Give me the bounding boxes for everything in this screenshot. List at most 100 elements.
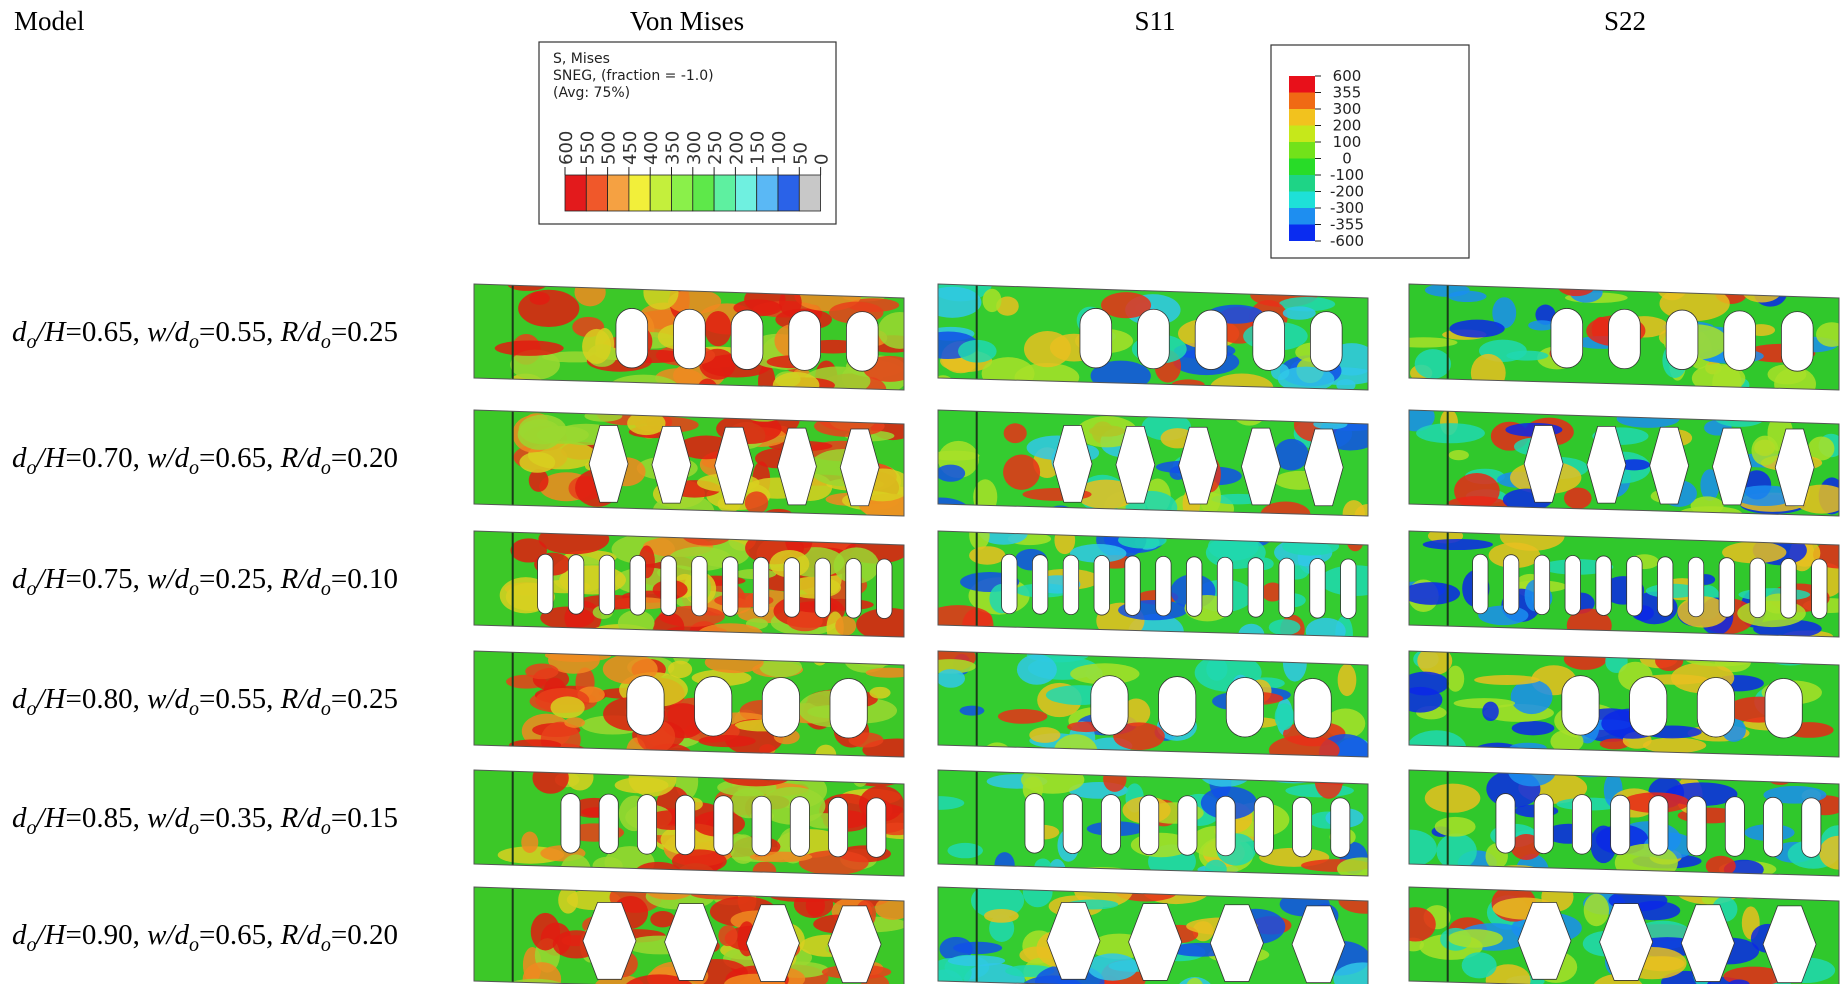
contour-blob xyxy=(1728,887,1766,899)
contour-blob xyxy=(530,912,561,951)
contour-plot xyxy=(938,531,1368,637)
hole xyxy=(866,797,887,858)
beam-outline xyxy=(1408,886,1840,984)
contour-plot xyxy=(1409,887,1839,984)
contour-blob xyxy=(947,842,983,859)
label-part: 0.35 xyxy=(215,802,266,834)
hole xyxy=(1115,425,1156,504)
hole xyxy=(1723,310,1756,371)
hole xyxy=(1062,793,1083,855)
hole xyxy=(1657,556,1674,617)
legend-tick-label: -100 xyxy=(1330,166,1364,184)
hole xyxy=(1186,556,1203,617)
contour-blob xyxy=(959,705,985,716)
contour-blob xyxy=(1342,500,1365,516)
label-part: , xyxy=(266,802,281,834)
legend-swatch xyxy=(1289,208,1315,225)
hole xyxy=(1137,308,1170,370)
contour-blob xyxy=(574,284,606,307)
contour-blob xyxy=(668,289,722,314)
hole xyxy=(1052,425,1093,503)
hole xyxy=(651,425,692,504)
hole xyxy=(876,558,893,619)
legend-swatch xyxy=(798,174,821,212)
hole xyxy=(1093,555,1110,616)
contour-blob xyxy=(1274,438,1309,471)
hole xyxy=(752,556,770,618)
contour-plot xyxy=(474,531,904,637)
legend-swatch xyxy=(692,174,715,212)
label-part: = xyxy=(66,316,82,348)
label-part: R/d xyxy=(280,683,322,715)
contour-blob xyxy=(704,310,732,347)
contour-blob xyxy=(667,660,693,679)
label-part: o xyxy=(27,457,37,479)
label-part: = xyxy=(66,563,82,595)
label-part: o xyxy=(321,698,331,720)
label-part: o xyxy=(27,817,37,839)
legend-swatch xyxy=(756,174,779,212)
label-part: 0.65 xyxy=(215,442,266,474)
contour-blob xyxy=(1029,727,1061,743)
label-part: o xyxy=(189,457,199,479)
label-part: = xyxy=(331,919,347,951)
label-part: /H xyxy=(35,316,68,348)
label-part: 0.80 xyxy=(82,683,133,715)
contour-blob xyxy=(718,925,738,947)
label-part: o xyxy=(321,331,331,353)
contour-blob xyxy=(633,861,683,876)
hole xyxy=(1533,554,1551,616)
label-part: /H xyxy=(35,442,68,474)
contour-blob xyxy=(1424,783,1481,813)
contour-blob xyxy=(1753,284,1787,307)
contour-blob xyxy=(1563,487,1592,509)
contour-blob xyxy=(1268,619,1301,636)
label-part: 0.55 xyxy=(215,683,266,715)
hole xyxy=(1292,796,1313,858)
contour-blob xyxy=(1409,829,1437,868)
label-part: 0.70 xyxy=(82,442,133,474)
contour-blob xyxy=(1274,703,1295,731)
label-part: 0.20 xyxy=(347,919,398,951)
label-part: o xyxy=(27,934,37,956)
label-part: o xyxy=(189,331,199,353)
contour-blob xyxy=(970,887,1025,919)
label-part: d xyxy=(12,563,27,595)
contour-plot xyxy=(938,284,1368,390)
contour-blob xyxy=(566,770,594,791)
contour-blob xyxy=(869,686,891,699)
contour-blob xyxy=(1103,770,1127,792)
contour-blob xyxy=(1739,887,1761,899)
contour-blob xyxy=(1260,501,1311,516)
legend-swatch xyxy=(1289,142,1315,159)
label-part: 0.85 xyxy=(82,802,133,834)
contour-blob xyxy=(1535,304,1556,325)
legend-tick-label: 250 xyxy=(705,131,726,165)
hole xyxy=(1696,677,1735,738)
contour-blob xyxy=(938,796,965,810)
contour-blob xyxy=(509,739,562,751)
contour-plot xyxy=(938,770,1368,876)
hole xyxy=(1781,311,1814,372)
contour-blob xyxy=(1768,773,1792,785)
hole xyxy=(598,793,619,855)
label-part: , xyxy=(266,919,281,951)
contour-blob xyxy=(607,374,680,390)
legend-tick-label: -600 xyxy=(1330,232,1364,250)
contour-blob xyxy=(996,296,1019,316)
hole xyxy=(1032,554,1049,615)
contour-blob xyxy=(1314,770,1343,799)
contour-blob xyxy=(1734,485,1796,507)
contour-blob xyxy=(1722,541,1787,564)
hole xyxy=(1503,554,1520,615)
label-part: = xyxy=(199,563,215,595)
legend-tick-label: -355 xyxy=(1330,216,1364,234)
contour-blob xyxy=(874,896,904,920)
hole xyxy=(730,309,764,370)
legend-tick-label: 150 xyxy=(748,131,769,165)
hole xyxy=(1128,903,1183,981)
label-part: 0.65 xyxy=(82,316,133,348)
contour-blob xyxy=(779,288,802,317)
legend-tick-label: 300 xyxy=(1333,100,1362,118)
contour-blob xyxy=(1449,319,1505,338)
